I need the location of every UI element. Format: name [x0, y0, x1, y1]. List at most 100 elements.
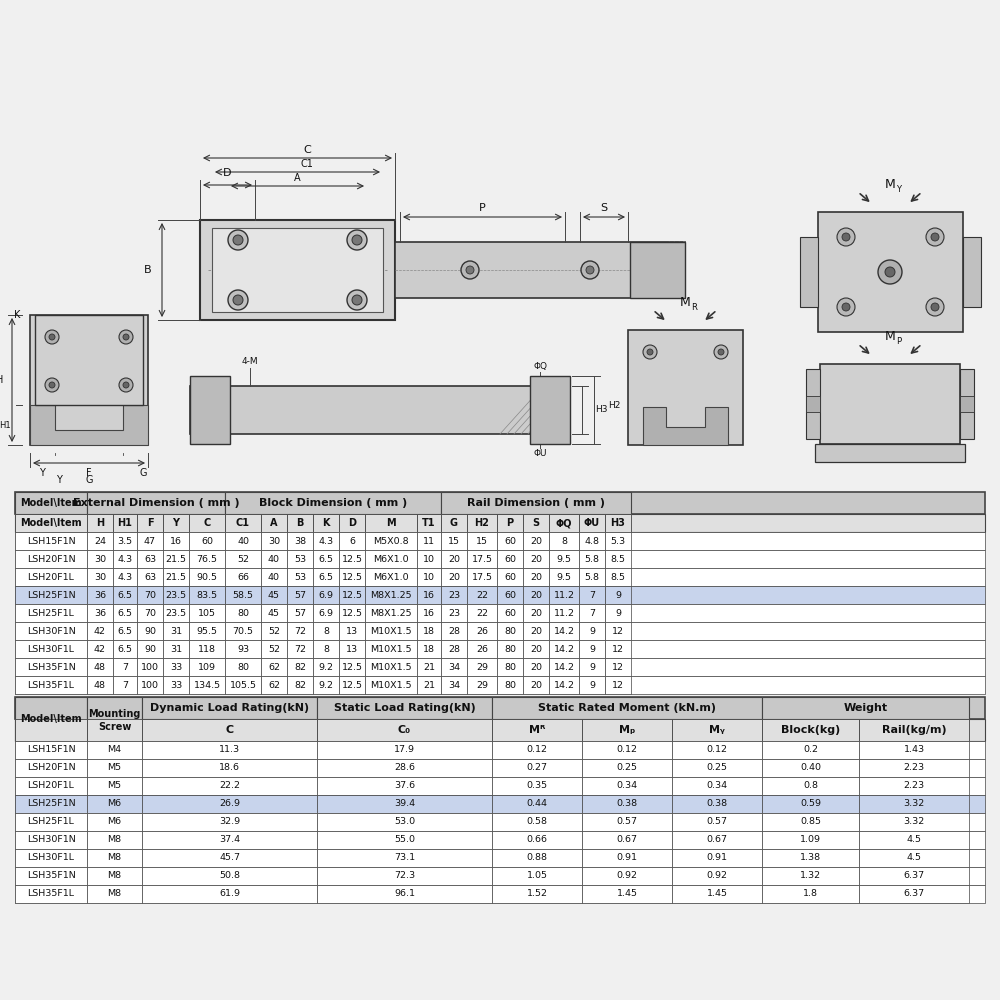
- Bar: [762, 867, 859, 885]
- Text: 21.5: 21.5: [166, 554, 186, 564]
- Text: B: B: [144, 265, 152, 275]
- Text: 36: 36: [94, 608, 106, 617]
- Text: 1.45: 1.45: [706, 890, 728, 898]
- Circle shape: [643, 345, 657, 359]
- Bar: [441, 640, 467, 658]
- Text: 14.2: 14.2: [554, 662, 574, 672]
- Text: 90: 90: [144, 626, 156, 636]
- Text: 4-M: 4-M: [242, 357, 258, 365]
- Bar: [497, 586, 523, 604]
- Bar: [441, 514, 467, 532]
- Text: M6X1.0: M6X1.0: [373, 554, 409, 564]
- Bar: [113, 550, 137, 568]
- Text: 6.5: 6.5: [318, 554, 334, 564]
- Text: M8: M8: [107, 890, 122, 898]
- Bar: [15, 604, 87, 622]
- Text: G: G: [139, 468, 147, 478]
- Text: M8X1.25: M8X1.25: [370, 608, 412, 617]
- Text: 62: 62: [268, 680, 280, 690]
- Text: F: F: [147, 518, 153, 528]
- Bar: [15, 759, 87, 777]
- Text: LSH25F1N: LSH25F1N: [27, 800, 75, 808]
- Text: 6.5: 6.5: [118, 608, 132, 617]
- Bar: [582, 849, 672, 867]
- Bar: [467, 658, 497, 676]
- Text: Y: Y: [56, 475, 62, 485]
- Bar: [339, 550, 365, 568]
- Bar: [87, 795, 142, 813]
- Text: 20: 20: [530, 608, 542, 617]
- Bar: [859, 795, 969, 813]
- Text: 12.5: 12.5: [342, 590, 362, 599]
- Text: 12.5: 12.5: [342, 608, 362, 617]
- Circle shape: [837, 228, 855, 246]
- Text: 0.88: 0.88: [526, 854, 548, 862]
- Text: Static Rated Moment (kN.m): Static Rated Moment (kN.m): [538, 703, 716, 713]
- Text: 20: 20: [448, 554, 460, 564]
- Bar: [523, 532, 549, 550]
- Text: 26.9: 26.9: [219, 800, 240, 808]
- Bar: [417, 586, 441, 604]
- Bar: [137, 676, 163, 694]
- Bar: [630, 242, 685, 298]
- Text: 4.3: 4.3: [117, 554, 133, 564]
- Text: C1: C1: [236, 518, 250, 528]
- Bar: [137, 532, 163, 550]
- Text: LSH35F1L: LSH35F1L: [28, 680, 74, 690]
- Bar: [492, 795, 582, 813]
- Bar: [523, 676, 549, 694]
- Bar: [762, 831, 859, 849]
- Bar: [15, 697, 87, 741]
- Text: 80: 80: [237, 662, 249, 672]
- Text: 72.3: 72.3: [394, 871, 415, 880]
- Bar: [137, 514, 163, 532]
- Text: P: P: [506, 518, 514, 528]
- Text: 6.5: 6.5: [118, 590, 132, 599]
- Text: 26: 26: [476, 626, 488, 636]
- Circle shape: [885, 267, 895, 277]
- Text: ΦU: ΦU: [533, 450, 547, 458]
- Text: 17.5: 17.5: [472, 554, 492, 564]
- Text: 4.3: 4.3: [318, 536, 334, 546]
- Text: 40: 40: [268, 554, 280, 564]
- Text: M4: M4: [107, 746, 122, 754]
- Text: M8: M8: [107, 836, 122, 844]
- Text: D: D: [223, 168, 231, 178]
- Bar: [960, 369, 974, 439]
- Text: M6: M6: [107, 800, 122, 808]
- Text: 45.7: 45.7: [219, 854, 240, 862]
- Text: Mounting: Mounting: [88, 709, 141, 719]
- Bar: [15, 885, 985, 903]
- Text: H1: H1: [118, 518, 132, 528]
- Bar: [225, 514, 261, 532]
- Bar: [441, 604, 467, 622]
- Circle shape: [347, 230, 367, 250]
- Bar: [815, 444, 965, 462]
- Bar: [339, 586, 365, 604]
- Text: 0.12: 0.12: [526, 746, 548, 754]
- Text: 60: 60: [504, 572, 516, 582]
- Bar: [137, 586, 163, 604]
- Text: C: C: [203, 518, 211, 528]
- Bar: [190, 376, 230, 444]
- Bar: [87, 568, 113, 586]
- Bar: [365, 550, 417, 568]
- Text: P: P: [896, 336, 902, 346]
- Bar: [859, 741, 969, 759]
- Text: 0.67: 0.67: [706, 836, 728, 844]
- Bar: [467, 586, 497, 604]
- Circle shape: [842, 233, 850, 241]
- Text: 20: 20: [530, 680, 542, 690]
- Text: M10X1.5: M10X1.5: [370, 680, 412, 690]
- Bar: [225, 622, 261, 640]
- Circle shape: [581, 261, 599, 279]
- Bar: [417, 568, 441, 586]
- Bar: [672, 777, 762, 795]
- Circle shape: [49, 382, 55, 388]
- Bar: [15, 813, 87, 831]
- Bar: [142, 697, 317, 719]
- Text: 63: 63: [144, 572, 156, 582]
- Text: 0.57: 0.57: [706, 818, 728, 826]
- Text: 21: 21: [423, 680, 435, 690]
- Text: Block Dimension ( mm ): Block Dimension ( mm ): [259, 498, 407, 508]
